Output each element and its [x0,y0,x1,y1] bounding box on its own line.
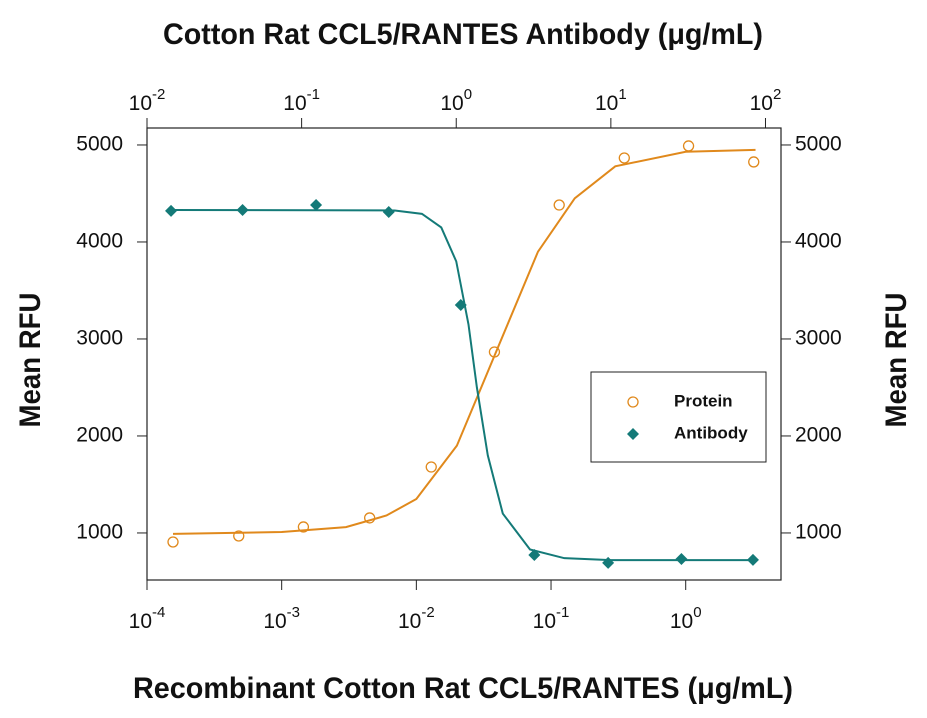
x-axis-title: Recombinant Cotton Rat CCL5/RANTES (μg/m… [133,672,793,705]
x-tick-label: 10-4 [129,604,166,633]
y2-axis-title: Mean RFU [880,293,913,428]
point [167,536,179,548]
legend-marker [627,396,639,408]
legend-label: Antibody [674,423,748,442]
y2-tick-label: 5000 [795,133,842,156]
y-axis-title: Mean RFU [14,293,47,428]
point [602,556,615,569]
x-tick-label: 10-1 [533,604,570,633]
point [236,203,249,216]
point [682,140,695,152]
fit-curve [172,148,756,535]
x-tick-label: 100 [670,604,702,633]
x2-tick-label: 100 [440,86,472,115]
y2-tick-label: 2000 [795,424,842,447]
legend-marker [627,428,639,440]
x2-tick-label: 10-2 [129,86,166,115]
point [675,552,688,565]
point [363,512,376,524]
x2-tick-label: 10-1 [283,86,320,115]
point [233,530,245,542]
x-tick-label: 10-3 [263,604,300,633]
y-tick-label: 2000 [76,424,123,447]
point [310,199,323,212]
y2-tick-label: 1000 [795,521,842,544]
point [297,521,310,533]
x2-tick-label: 101 [595,86,627,115]
point [553,199,565,211]
point [746,553,759,566]
y2-tick-label: 4000 [795,230,842,253]
y-tick-label: 3000 [76,327,123,350]
point [454,299,467,312]
y2-tick-label: 3000 [795,327,842,350]
point [528,548,541,561]
y-tick-label: 5000 [76,133,123,156]
point [165,204,178,217]
x2-tick-label: 102 [750,86,782,115]
point [488,346,501,358]
y-tick-label: 4000 [76,230,123,253]
point [618,152,630,164]
point [748,156,760,168]
legend-label: Protein [674,391,733,410]
plot-frame [146,127,782,581]
top-axis-title: Cotton Rat CCL5/RANTES Antibody (μg/mL) [163,18,763,51]
point [425,461,437,473]
point [382,205,395,218]
x-tick-label: 10-2 [398,604,435,633]
legend-box [590,371,767,463]
fit-curve [171,208,753,562]
y-tick-label: 1000 [76,521,123,544]
